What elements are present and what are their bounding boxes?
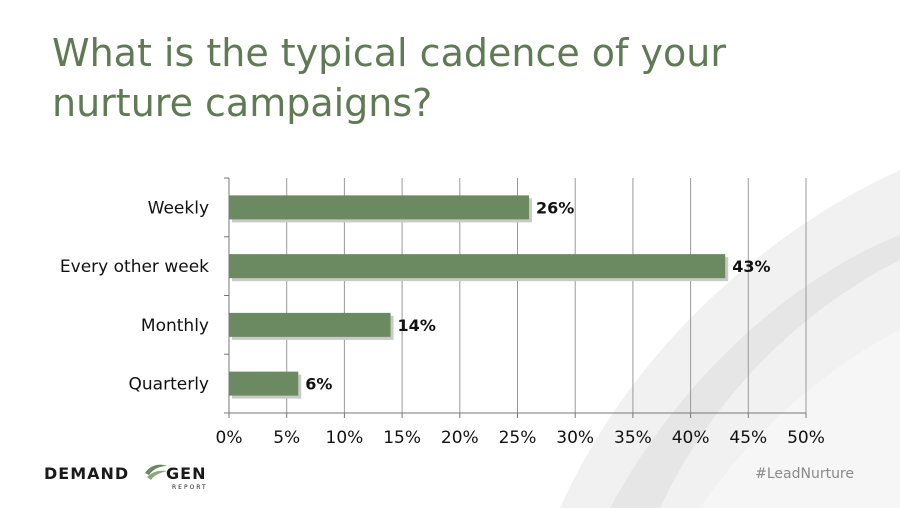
x-tick-label: 25% (499, 428, 537, 448)
x-tick-label: 50% (787, 428, 825, 448)
x-tick-label: 5% (273, 428, 300, 448)
x-tick-label: 0% (216, 428, 243, 448)
x-tick-label: 35% (614, 428, 652, 448)
logo-swoosh-icon (145, 464, 167, 480)
labels: 0% 5% 10% 15% 20% 25% 30% 35% 40% 45% 50% Weekly 26%… (60, 198, 825, 448)
logo-text-report: REPORT (172, 484, 208, 491)
x-tick-label: 45% (729, 428, 767, 448)
data-label: 6% (305, 375, 332, 394)
logo-text-gen: GEN (166, 464, 207, 483)
category-label: Every other week (60, 257, 209, 277)
bar-every-other-week (229, 254, 726, 279)
bars (229, 195, 729, 399)
x-tick-label: 20% (441, 428, 479, 448)
demand-gen-report-logo: DEMAND GEN REPORT (44, 462, 224, 496)
category-label: Monthly (141, 316, 209, 336)
slide-title: What is the typical cadence of your nurt… (52, 28, 852, 128)
data-label: 43% (732, 257, 770, 276)
title-line-2: nurture campaigns? (52, 81, 433, 125)
category-label: Weekly (148, 198, 209, 218)
bar-monthly (229, 312, 391, 337)
x-tick-label: 10% (326, 428, 364, 448)
hashtag: #LeadNurture (755, 466, 854, 482)
x-tick-label: 15% (383, 428, 421, 448)
x-tick-label: 30% (556, 428, 594, 448)
category-label: Quarterly (129, 375, 209, 395)
bar-weekly (229, 195, 530, 220)
bar-quarterly (229, 371, 299, 396)
data-label: 14% (398, 316, 436, 335)
x-tick-label: 40% (672, 428, 710, 448)
axes (224, 177, 807, 418)
logo-text-demand: DEMAND (44, 464, 130, 483)
title-line-1: What is the typical cadence of your (52, 31, 726, 75)
data-label: 26% (536, 198, 574, 217)
